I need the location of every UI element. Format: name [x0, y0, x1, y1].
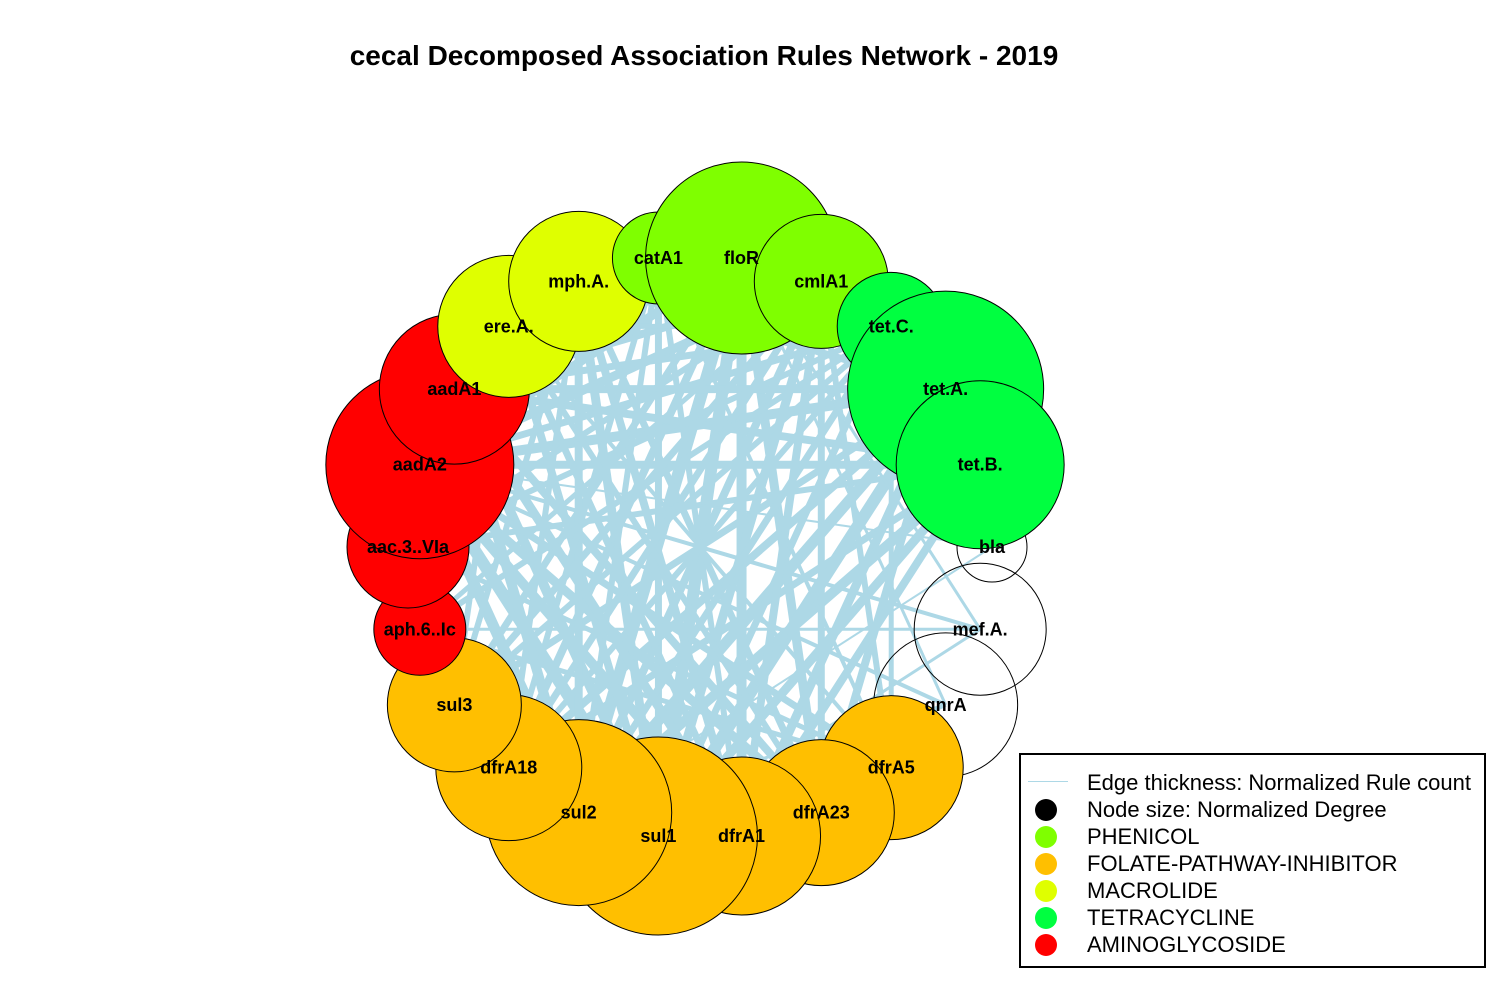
- node-label-sul1: sul1: [640, 826, 676, 846]
- legend-circle-swatch: [1035, 799, 1057, 821]
- legend-circle-swatch: [1035, 907, 1057, 929]
- legend-item: Edge thickness: Normalized Rule count: [1021, 769, 1484, 796]
- node-label-mef.A.: mef.A.: [953, 619, 1008, 639]
- legend-item: FOLATE-PATHWAY-INHIBITOR: [1021, 850, 1484, 877]
- node-label-floR: floR: [724, 248, 759, 268]
- legend-label: MACROLIDE: [1087, 878, 1218, 903]
- legend-circle-swatch: [1035, 934, 1057, 956]
- node-label-aac.3..VIa: aac.3..VIa: [367, 537, 450, 557]
- node-label-dfrA5: dfrA5: [868, 758, 915, 778]
- node-tet.B.: [895, 380, 1065, 550]
- legend-line-swatch: [1028, 781, 1068, 782]
- legend-item: TETRACYCLINE: [1021, 904, 1484, 931]
- node-label-aadA2: aadA2: [393, 455, 447, 475]
- edge-ere.A.-dfrA5: [507, 325, 893, 769]
- legend-label: AMINOGLYCOSIDE: [1087, 932, 1286, 957]
- legend: Edge thickness: Normalized Rule count Nod…: [1019, 753, 1486, 968]
- edge-cmlA1-dfrA5: [818, 280, 895, 769]
- legend-label: Node size: Normalized Degree: [1087, 797, 1387, 822]
- legend-label: TETRACYCLINE: [1087, 905, 1255, 930]
- node-label-sul3: sul3: [436, 695, 472, 715]
- legend-label: Edge thickness: Normalized Rule count: [1087, 770, 1471, 795]
- legend-item: PHENICOL: [1021, 823, 1484, 850]
- node-label-dfrA23: dfrA23: [793, 803, 850, 823]
- node-label-cmlA1: cmlA1: [794, 271, 848, 291]
- legend-label: FOLATE-PATHWAY-INHIBITOR: [1087, 851, 1398, 876]
- legend-label: PHENICOL: [1087, 824, 1200, 849]
- edge-dfrA1-cmlA1: [737, 280, 826, 837]
- page-title: cecal Decomposed Association Rules Netwo…: [349, 40, 1059, 71]
- edge-aph.6..Ic-tet.C.: [418, 323, 893, 632]
- node-label-tet.A.: tet.A.: [923, 379, 968, 399]
- legend-item: AMINOGLYCOSIDE: [1021, 931, 1484, 958]
- legend-item: Node size: Normalized Degree: [1021, 796, 1484, 823]
- node-label-catA1: catA1: [634, 248, 683, 268]
- node-label-ere.A.: ere.A.: [484, 316, 534, 336]
- node-label-sul2: sul2: [561, 803, 597, 823]
- legend-circle-swatch: [1035, 826, 1057, 848]
- node-label-tet.B.: tet.B.: [958, 455, 1003, 475]
- node-layer: bla mef.A. qnrA dfrA5 dfrA23 dfrA1 sul1 sul2 dfr…: [325, 161, 1065, 936]
- legend-circle-swatch: [1035, 853, 1057, 875]
- node-label-aadA1: aadA1: [427, 379, 481, 399]
- node-label-aph.6..Ic: aph.6..Ic: [384, 619, 456, 639]
- edge-bla-aadA2: [419, 463, 993, 548]
- node-label-mph.A.: mph.A.: [548, 271, 609, 291]
- edge-dfrA18-catA1: [505, 257, 662, 769]
- legend-item: MACROLIDE: [1021, 877, 1484, 904]
- legend-circle-swatch: [1035, 880, 1057, 902]
- node-label-dfrA18: dfrA18: [480, 758, 537, 778]
- node-label-dfrA1: dfrA1: [718, 826, 765, 846]
- node-label-qnrA: qnrA: [925, 695, 967, 715]
- node-label-tet.C.: tet.C.: [869, 316, 914, 336]
- node-label-bla: bla: [979, 537, 1006, 557]
- node-mef.A.: [913, 562, 1047, 696]
